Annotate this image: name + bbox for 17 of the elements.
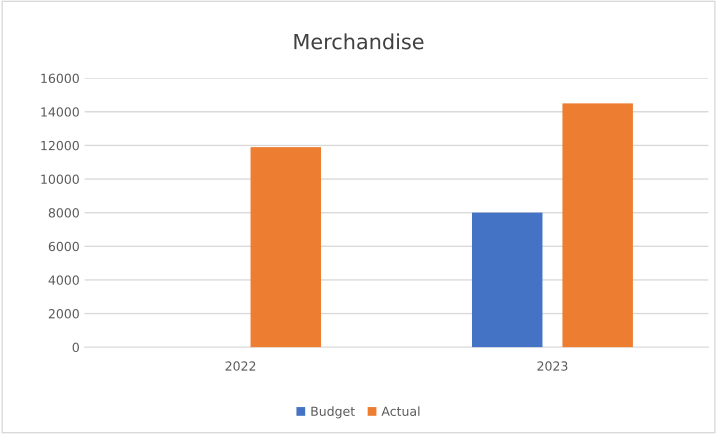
chart-title: Merchandise [294, 33, 424, 50]
y-tick-label: 14000 [41, 107, 79, 117]
y-tick-label: 8000 [48, 208, 79, 218]
bar [562, 103, 633, 348]
bar [472, 212, 542, 348]
y-tick-label: 2000 [48, 309, 79, 318]
y-tick-label: 0 [72, 342, 79, 352]
x-tick-label: 2023 [537, 361, 568, 371]
y-tick-label: 4000 [48, 275, 79, 285]
legend-label: Actual [382, 406, 420, 416]
y-tick-label: 12000 [41, 140, 79, 150]
legend-label: Budget [311, 406, 355, 418]
y-tick-label: 16000 [41, 74, 79, 84]
x-tick-label: 2022 [226, 361, 256, 371]
bar [250, 147, 322, 348]
y-tick-label: 6000 [48, 242, 79, 252]
y-tick-label: 10000 [41, 174, 79, 184]
